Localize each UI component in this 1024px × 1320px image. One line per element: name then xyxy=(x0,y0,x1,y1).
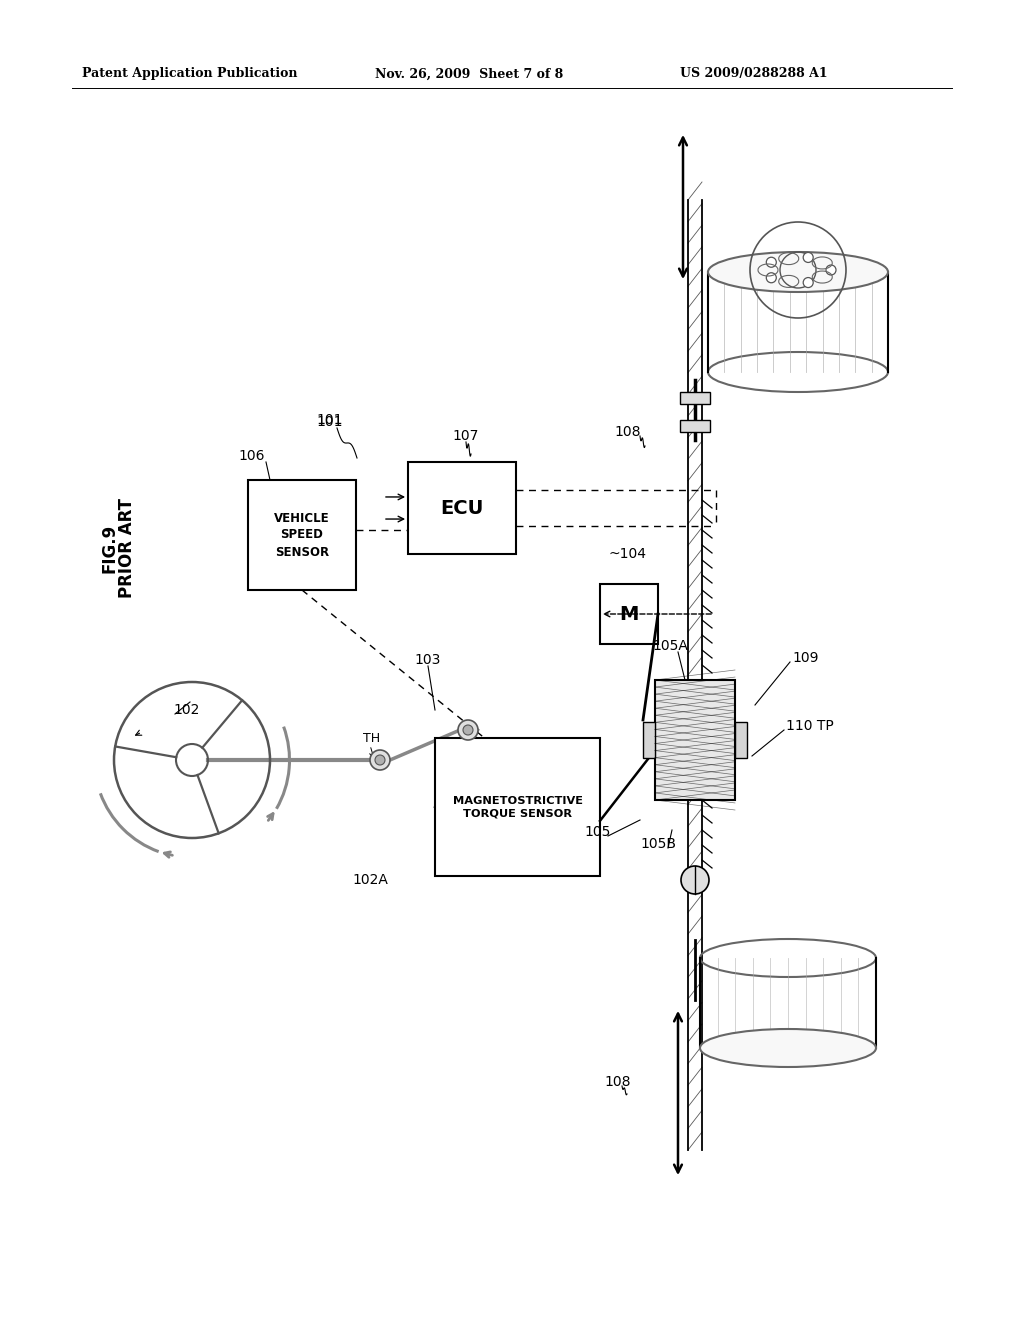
Circle shape xyxy=(803,277,813,288)
FancyBboxPatch shape xyxy=(655,680,735,800)
Circle shape xyxy=(681,866,709,894)
Text: 102: 102 xyxy=(174,704,200,717)
Text: 101: 101 xyxy=(316,414,343,429)
Text: MAGNETOSTRICTIVE
TORQUE SENSOR: MAGNETOSTRICTIVE TORQUE SENSOR xyxy=(453,796,583,818)
Text: M: M xyxy=(620,605,639,623)
Text: 102A: 102A xyxy=(352,873,388,887)
Text: 105B: 105B xyxy=(640,837,676,851)
Text: Nov. 26, 2009  Sheet 7 of 8: Nov. 26, 2009 Sheet 7 of 8 xyxy=(375,67,563,81)
Circle shape xyxy=(766,273,776,282)
FancyBboxPatch shape xyxy=(680,420,710,432)
FancyBboxPatch shape xyxy=(643,722,655,758)
Text: ~104: ~104 xyxy=(608,546,646,561)
Text: 101: 101 xyxy=(316,413,343,426)
Circle shape xyxy=(458,719,478,741)
Circle shape xyxy=(370,750,390,770)
Text: 105: 105 xyxy=(585,825,611,840)
FancyBboxPatch shape xyxy=(408,462,516,554)
Text: 108: 108 xyxy=(614,425,641,440)
Circle shape xyxy=(375,755,385,766)
FancyBboxPatch shape xyxy=(435,738,600,876)
Text: Patent Application Publication: Patent Application Publication xyxy=(82,67,298,81)
FancyBboxPatch shape xyxy=(735,722,746,758)
Text: 105A: 105A xyxy=(652,639,688,653)
Text: VEHICLE
SPEED
SENSOR: VEHICLE SPEED SENSOR xyxy=(274,511,330,558)
Text: FIG.9: FIG.9 xyxy=(100,523,118,573)
Circle shape xyxy=(826,265,836,275)
Text: 106: 106 xyxy=(239,449,265,463)
Text: US 2009/0288288 A1: US 2009/0288288 A1 xyxy=(680,67,827,81)
Text: PRIOR ART: PRIOR ART xyxy=(118,498,136,598)
FancyBboxPatch shape xyxy=(248,480,356,590)
Text: TH: TH xyxy=(364,731,381,744)
Text: 109: 109 xyxy=(792,651,818,665)
Circle shape xyxy=(803,252,813,263)
FancyBboxPatch shape xyxy=(680,392,710,404)
Text: 110 TP: 110 TP xyxy=(786,719,834,733)
Text: 103: 103 xyxy=(415,653,441,667)
Text: ECU: ECU xyxy=(440,499,483,517)
Circle shape xyxy=(463,725,473,735)
Ellipse shape xyxy=(700,1030,876,1067)
FancyBboxPatch shape xyxy=(600,583,658,644)
Text: 107: 107 xyxy=(453,429,479,444)
Ellipse shape xyxy=(708,252,888,292)
Circle shape xyxy=(766,257,776,267)
Text: 108: 108 xyxy=(605,1074,631,1089)
